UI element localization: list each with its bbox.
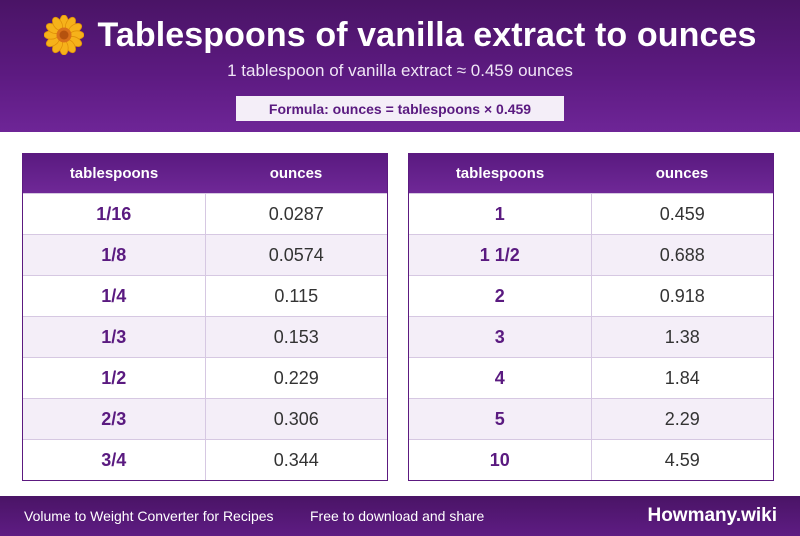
ounces-cell: 0.229 [273,367,319,388]
column-header-tablespoons: tablespoons [455,165,545,182]
ounces-cell: 0.0574 [268,244,324,265]
table-row: 3/4 0.344 [23,439,387,480]
ounces-cell: 0.688 [659,244,705,265]
table-row: 3 1.38 [409,316,773,357]
ounces-cell: 1.84 [664,367,700,388]
tablespoons-cell: 3/4 [23,440,206,480]
table-row: 5 2.29 [409,398,773,439]
ounces-cell: 0.459 [659,203,705,224]
tablespoons-cell: 2 [409,276,592,316]
footer-share-text: Free to download and share [310,508,485,524]
table-row: 1/2 0.229 [23,357,387,398]
ounces-cell: 0.115 [274,285,319,306]
tablespoons-cell: 1/4 [23,276,206,316]
ounces-cell: 0.153 [273,326,319,347]
table-row: 1/8 0.0574 [23,234,387,275]
ounces-cell: 0.0287 [268,203,324,224]
conversion-table-left: tablespoons ounces 1/16 0.0287 1/8 0.0574 … [22,153,388,481]
tablespoons-cell: 1/3 [23,317,206,357]
tablespoons-cell: 10 [409,440,592,480]
tablespoons-cell: 4 [409,358,592,398]
tablespoons-cell: 3 [409,317,592,357]
footer-converter-text: Volume to Weight Converter for Recipes [24,508,274,524]
brand-logo[interactable]: Howmany.wiki [647,505,777,526]
table-row: 1/3 0.153 [23,316,387,357]
page-subtitle: 1 tablespoon of vanilla extract ≈ 0.459 … [227,61,573,80]
page-title: Tablespoons of vanilla extract to ounces [97,15,757,54]
tablespoons-cell: 5 [409,399,592,439]
column-header-ounces: ounces [269,165,323,182]
ounces-cell: 1.38 [664,326,700,347]
ounces-cell: 0.918 [659,285,705,306]
table-header: tablespoons ounces [409,154,773,193]
table-row: 1 0.459 [409,193,773,234]
tablespoons-cell: 1 [409,194,592,234]
formula-box: Formula: ounces = tablespoons × 0.459 [236,96,564,121]
ounces-cell: 0.344 [273,449,319,470]
table-row: 1/4 0.115 [23,275,387,316]
table-row: 4 1.84 [409,357,773,398]
tablespoons-cell: 1/2 [23,358,206,398]
table-row: 2 0.918 [409,275,773,316]
tablespoons-cell: 1/8 [23,235,206,275]
conversion-table-right: tablespoons ounces 1 0.459 1 1/2 0.688 2 0.… [408,153,774,481]
table-row: 10 4.59 [409,439,773,480]
title-row: Tablespoons of vanilla extract to ounces [0,14,800,56]
table-row: 2/3 0.306 [23,398,387,439]
column-header-tablespoons: tablespoons [69,165,159,182]
column-header-ounces: ounces [655,165,709,182]
sunflower-icon [43,14,84,56]
ounces-cell: 2.29 [664,408,700,429]
table-row: 1/16 0.0287 [23,193,387,234]
tablespoons-cell: 1/16 [23,194,206,234]
tablespoons-cell: 1 1/2 [409,235,592,275]
header-banner: Tablespoons of vanilla extract to ounces… [0,0,800,132]
footer-bar: Volume to Weight Converter for Recipes F… [0,496,800,536]
table-header: tablespoons ounces [23,154,387,193]
ounces-cell: 4.59 [664,449,700,470]
table-row: 1 1/2 0.688 [409,234,773,275]
ounces-cell: 0.306 [273,408,319,429]
tablespoons-cell: 2/3 [23,399,206,439]
